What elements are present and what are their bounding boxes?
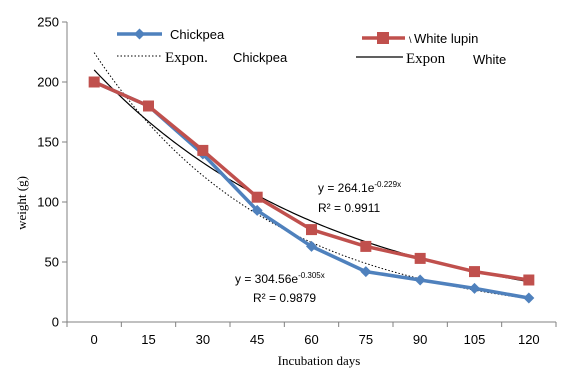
y-tick-label: 150 bbox=[37, 135, 59, 150]
data-point-white-lupin bbox=[197, 144, 209, 156]
data-point-chickpea bbox=[306, 240, 317, 252]
equation-exponent: -0.229x bbox=[374, 180, 401, 189]
legend-marker-white-lupin bbox=[377, 32, 389, 44]
legend-label-prefix: \ bbox=[409, 35, 414, 45]
trend-r-squared: R² = 0.9879 bbox=[253, 291, 316, 305]
data-point-white-lupin bbox=[523, 274, 535, 286]
data-point-white-lupin bbox=[251, 191, 263, 203]
data-point-white-lupin bbox=[88, 76, 100, 88]
trend-r-squared: R² = 0.9911 bbox=[318, 201, 380, 215]
legend-label-trend-white-name: White bbox=[473, 52, 506, 67]
y-tick-label: 200 bbox=[37, 75, 59, 90]
data-point-white-lupin bbox=[306, 224, 317, 236]
y-axis-title: weight (g) bbox=[14, 176, 29, 230]
equation-base: y = 264.1e bbox=[318, 181, 375, 195]
x-tick-label: 30 bbox=[196, 332, 210, 347]
data-point-white-lupin bbox=[414, 252, 426, 264]
legend-label-chickpea: Chickpea bbox=[170, 27, 225, 42]
trend-equation: y = 264.1e-0.229x bbox=[318, 180, 401, 195]
data-point-white-lupin bbox=[360, 240, 372, 252]
x-axis-title: Incubation days bbox=[278, 353, 361, 368]
y-tick-label: 100 bbox=[37, 195, 59, 210]
data-point-chickpea bbox=[360, 266, 372, 278]
legend-label-trend-chickpea: Expon. bbox=[165, 50, 208, 66]
y-tick-label: 50 bbox=[45, 255, 59, 270]
legend-label-trend-white: Expon bbox=[406, 51, 446, 67]
y-tick-label: 0 bbox=[52, 315, 59, 330]
legend-label-white-lupin: \ White lupin bbox=[409, 31, 478, 46]
data-series bbox=[88, 76, 535, 304]
trend-equation: y = 304.56e-0.305x bbox=[235, 271, 325, 286]
data-point-chickpea bbox=[251, 204, 263, 216]
data-point-chickpea bbox=[523, 292, 535, 304]
data-point-white-lupin bbox=[143, 100, 154, 112]
legend-label-text: White lupin bbox=[414, 31, 478, 46]
equation-exponent: -0.305x bbox=[298, 271, 325, 280]
y-tick-label: 250 bbox=[37, 15, 59, 30]
x-tick-label: 120 bbox=[518, 332, 540, 347]
x-tick-label: 105 bbox=[464, 332, 486, 347]
x-tick-label: 15 bbox=[141, 332, 155, 347]
legend-marker-chickpea bbox=[134, 28, 145, 40]
legend: Chickpea \ White lupin Expon. Chickpea Expon… bbox=[117, 27, 506, 67]
axes: 0 50 100 150 200 250 0 15 30 45 60 75 90 105 120 bbox=[37, 15, 557, 347]
x-tick-label: 90 bbox=[413, 332, 427, 347]
data-point-chickpea bbox=[414, 274, 426, 286]
data-point-white-lupin bbox=[469, 266, 480, 278]
x-tick-label: 45 bbox=[250, 332, 264, 347]
legend-label-trend-chickpea-name: Chickpea bbox=[233, 50, 288, 65]
equation-base: y = 304.56e bbox=[235, 272, 298, 286]
x-tick-label: 75 bbox=[359, 332, 373, 347]
x-tick-label: 0 bbox=[91, 332, 98, 347]
data-point-chickpea bbox=[469, 282, 480, 294]
x-tick-label: 60 bbox=[304, 332, 318, 347]
